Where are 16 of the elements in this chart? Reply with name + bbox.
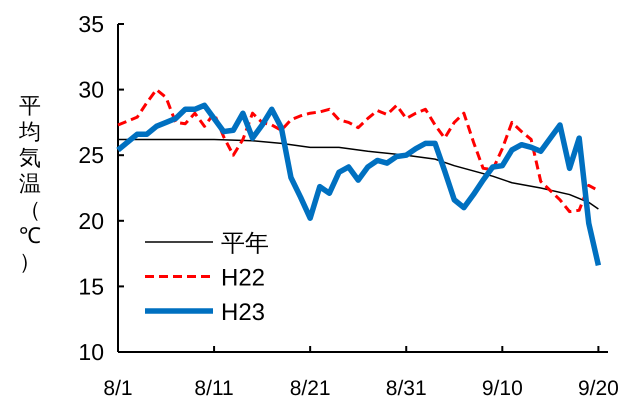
ytick: 10 <box>78 339 104 365</box>
ytick: 35 <box>78 11 104 37</box>
legend-label: H23 <box>221 299 266 326</box>
legend-label: H22 <box>221 264 266 292</box>
ylabel: 平均気温（℃） <box>19 93 41 274</box>
xtick: 8/31 <box>386 377 427 400</box>
xtick: 8/1 <box>103 377 133 400</box>
xtick: 9/20 <box>578 377 619 400</box>
xtick: 9/10 <box>482 377 523 400</box>
xtick: 8/11 <box>194 377 234 400</box>
ytick: 15 <box>78 273 104 300</box>
ytick: 20 <box>78 208 104 234</box>
xtick: 8/21 <box>290 377 331 400</box>
legend-label: 平年 <box>221 230 269 257</box>
ytick: 30 <box>78 76 104 103</box>
ytick: 25 <box>78 142 104 168</box>
